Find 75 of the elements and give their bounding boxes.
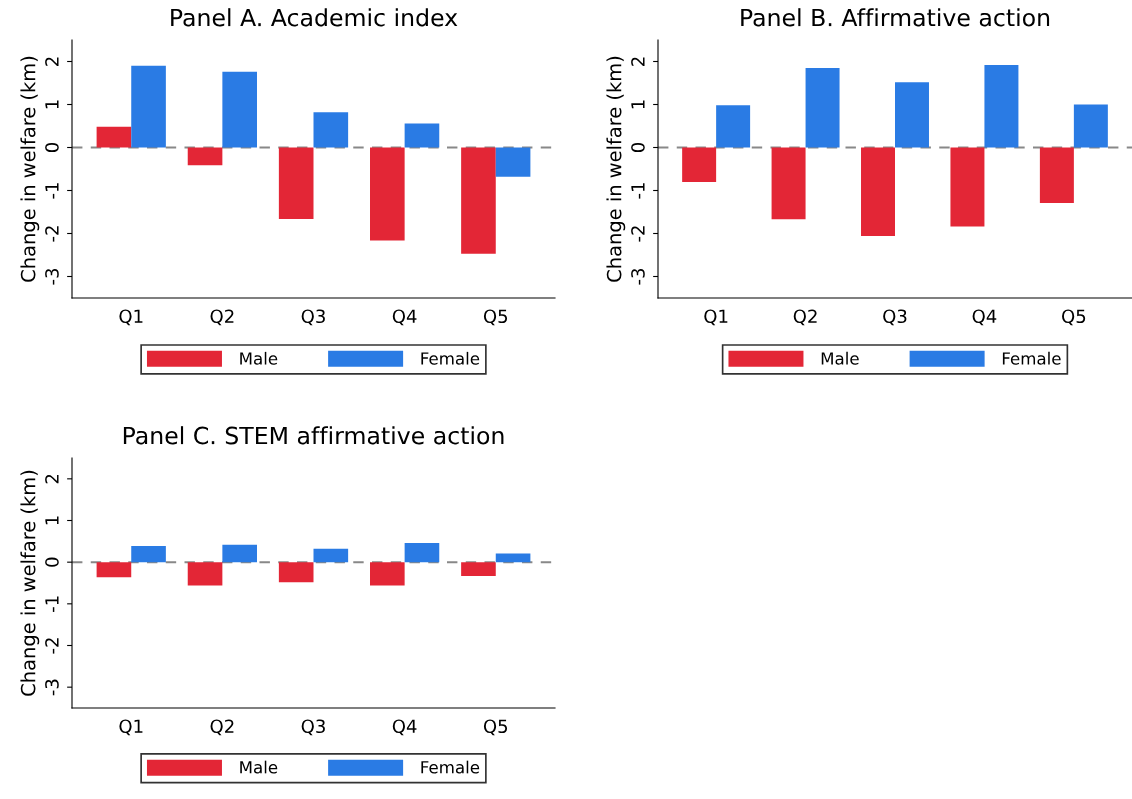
x-tick-label: Q2 [210,719,234,736]
x-tick-label: Q1 [704,309,728,326]
bar [984,64,1019,148]
x-tick-label: Q1 [119,719,143,736]
bar [461,147,496,254]
bar [370,147,405,241]
bar [222,544,257,563]
legend-label: Female [421,760,480,774]
chart-title: Panel A. Academic index [171,8,458,27]
y-tick-label: -3 [631,268,645,285]
y-tick-label: -1 [45,596,59,612]
y-tick-label: -2 [45,638,59,654]
y-tick-label: -2 [631,226,645,242]
y-tick-label: 0 [45,142,59,153]
bar [278,562,314,583]
y-tick-label: 2 [631,57,645,66]
y-axis-title: Change in welfare (km) [20,56,40,282]
legend-label: Male [821,351,859,365]
x-tick-label: Q5 [483,719,508,736]
y-tick-label: 1 [45,100,59,109]
chart-title: Panel C. STEM affirmative action [123,426,504,445]
bar [404,543,440,563]
y-tick-label: -3 [45,268,59,285]
x-tick-label: Q4 [392,309,417,326]
y-tick-label: 1 [45,516,59,525]
x-tick-label: Q3 [301,719,325,736]
legend-label: Male [240,351,278,365]
bar [313,548,349,563]
bar [682,147,717,182]
bar [495,147,531,177]
y-tick-label: 2 [45,57,59,66]
bar [187,147,223,166]
legend-label: Female [1002,351,1061,365]
bar [861,147,895,237]
bar [222,71,257,148]
bar [187,562,223,586]
bar [96,126,132,148]
legend-label: Female [421,351,480,365]
bar [895,82,929,148]
y-tick-label: -2 [45,226,59,242]
x-tick-label: Q1 [119,309,143,326]
y-tick-label: 1 [631,100,645,109]
bar [131,65,166,148]
bar [771,147,806,220]
y-tick-label: -3 [45,679,59,696]
bar [461,562,496,576]
x-tick-label: Q3 [301,309,325,326]
y-tick-label: -1 [631,183,645,199]
bar [950,147,985,227]
x-tick-label: Q5 [1062,309,1086,326]
y-tick-label: 0 [631,142,645,153]
bar [370,562,405,586]
bar [313,112,349,148]
bar [716,105,751,148]
y-axis-title: Change in welfare (km) [20,470,40,696]
bar [96,562,132,578]
x-tick-label: Q3 [883,309,907,326]
bar [805,67,840,148]
chart-title: Panel B. Affirmative action [741,8,1050,27]
y-tick-label: -1 [45,183,59,199]
bar [404,123,440,148]
y-axis-title: Change in welfare (km) [606,56,626,282]
x-tick-label: Q2 [210,309,234,326]
y-tick-label: 0 [45,557,59,567]
legend-label: Male [240,760,278,774]
bar [278,147,314,219]
x-tick-label: Q5 [483,309,508,326]
x-tick-label: Q4 [972,309,997,326]
bar [1039,147,1074,203]
bar [1073,104,1108,148]
x-tick-label: Q2 [793,309,817,326]
bar [495,553,531,563]
x-tick-label: Q4 [392,719,417,736]
y-tick-label: 2 [45,474,59,484]
bar [131,545,166,563]
